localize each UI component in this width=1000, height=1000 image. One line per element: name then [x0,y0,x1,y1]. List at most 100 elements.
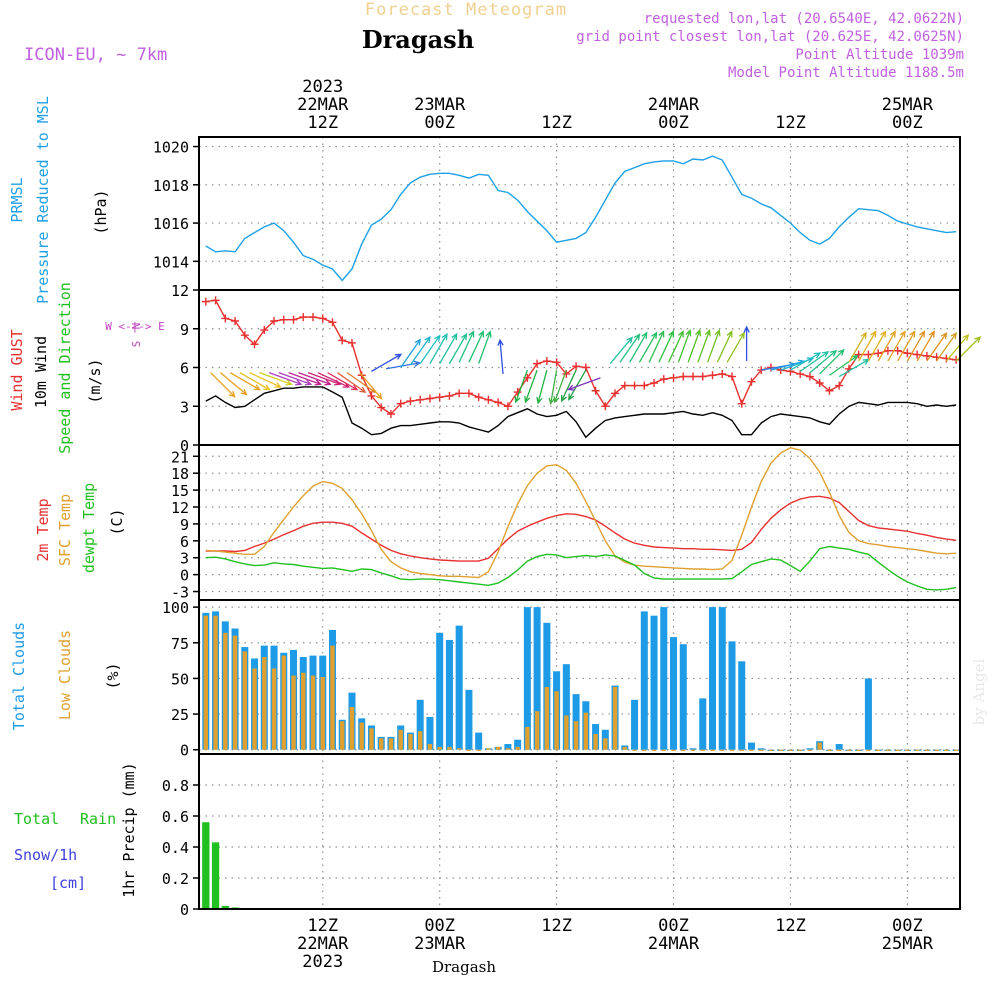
y-tick-label: -3 [171,584,189,602]
gust-line [205,299,957,415]
low_clouds-bar [895,749,900,751]
wind-direction-arrow [268,372,303,386]
y-tick-label: 15 [171,482,189,500]
wind-direction-arrow [419,334,441,364]
time-label: 25MAR [882,934,934,954]
time-label: 12Z [775,113,806,133]
gust-marker [396,399,405,408]
gust-marker [815,379,824,387]
gust-marker [279,315,288,324]
gust-marker [406,397,415,406]
precip-unit: 1hr Precip (mm) [120,762,138,897]
time-label: 12Z [775,916,806,936]
low_clouds-bar [310,675,316,750]
total_clouds-bar [738,661,746,750]
low_clouds-bar [934,749,939,751]
clouds-unit: (%) [104,662,122,689]
low_clouds-bar [729,749,735,751]
low_clouds-bar [437,746,442,750]
wind-direction-arrow [239,372,271,391]
total_clouds-bar [445,639,453,750]
total_clouds-bar [660,607,668,750]
gust-marker [455,389,464,398]
low_clouds-bar [564,715,569,750]
y-tick-label: 0.4 [162,839,189,857]
gust-marker [513,388,522,397]
low_clouds-bar [944,749,949,751]
low_clouds-bar [456,748,462,750]
requested-coords: requested lon,lat (20.6540E, 42.0622N) [644,11,964,27]
gust-marker [747,377,756,386]
gust-marker [494,398,503,407]
gust-marker [240,331,249,340]
wind-direction-arrow [560,369,577,403]
gust-marker [572,362,581,371]
total_clouds-bar [757,748,765,750]
low_clouds-bar [330,645,335,750]
wind-unit: (m/s) [86,358,104,403]
time-label: 12Z [307,916,338,936]
low_clouds-bar [817,742,822,750]
total_clouds-bar [543,622,551,750]
gust-marker [260,326,269,335]
gust-marker [464,389,473,398]
gust-marker [650,379,659,387]
gust-marker [903,349,912,358]
pressure-title-1: PRMSL [8,177,26,222]
low_clouds-bar [379,738,384,750]
gust-marker [347,338,356,347]
low_clouds-bar [768,749,774,751]
total_clouds-bar [670,637,678,750]
low_clouds-bar [603,738,608,750]
low_clouds-bar [573,721,579,750]
time-label: 00Z [424,113,455,133]
low_clouds-bar [856,749,861,751]
low_clouds-bar [700,749,705,751]
temperature-axis-titles: 2m Temp SFC Temp dewpt Temp (C) [34,483,126,573]
panel-clouds: 0 25 50 75 100 [162,599,961,760]
wind-direction-arrow [429,332,448,364]
low_clouds-bar [495,746,501,750]
total_clouds-bar [455,625,463,750]
total_clouds-bar [864,678,872,750]
gust-marker [854,350,863,359]
wind-direction-arrow [887,330,906,362]
low_clouds-bar [914,749,920,751]
sfc-title: SFC Temp [56,494,74,566]
time-label: 24MAR [648,95,700,115]
wind-direction-arrow [536,369,548,405]
precip-axis-titles: Total Rain Snow/1h [cm] 1hr Precip (mm) [14,762,138,897]
low_clouds-bar [866,749,871,751]
gust-marker [601,402,610,411]
gust-marker [270,317,279,325]
gust-marker [864,350,873,359]
y-tick-label: 0 [180,901,189,919]
low_clouds-bar [642,749,647,751]
y-tick-label: 0 [180,437,189,455]
wind-direction-arrow [458,330,475,363]
total_clouds-bar [416,699,424,750]
low_clouds-bar [788,749,793,751]
wind-direction-arrow [327,372,359,391]
rain-bar [221,905,229,909]
low_clouds-bar [359,722,364,750]
low_clouds-bar [417,731,423,750]
panel-frame [198,136,961,291]
low_clouds-bar [759,749,764,751]
compass-west-east: W <-|-> E [105,320,165,333]
total_clouds-bar [679,644,687,750]
panel-wind: 0 3 6 9 12 [171,282,982,455]
wind-direction-arrow [926,331,948,362]
gust-title: Wind GUST [8,329,26,410]
compass-north: N [130,323,143,330]
gust-marker [309,313,318,322]
wind-direction-arrow [648,330,665,363]
time-label: 12Z [541,916,572,936]
y-tick-label: 18 [171,465,189,483]
low_clouds-bar [515,746,520,750]
low_clouds-bar [593,734,598,750]
wind-dir-title: Speed and Direction [56,282,74,454]
wind-direction-arrow [668,330,684,363]
low_clouds-bar [778,749,783,751]
wind-direction-arrow [478,330,492,364]
